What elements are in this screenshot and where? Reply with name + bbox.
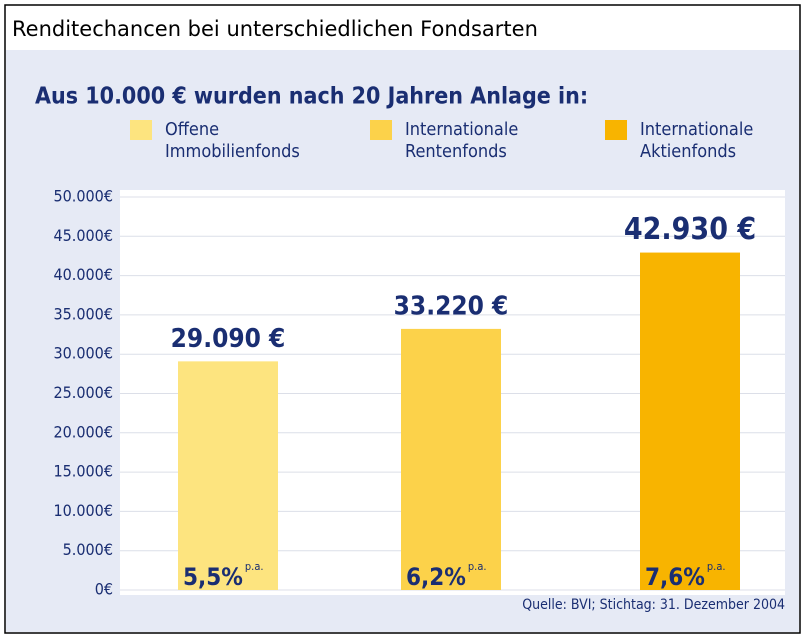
bar — [640, 252, 740, 591]
chart-title: Aus 10.000 € wurden nach 20 Jahren Anlag… — [35, 84, 588, 110]
legend-label: Internationale Aktienfonds — [640, 119, 753, 162]
legend-label: Offene Immobilienfonds — [165, 119, 300, 162]
legend-line: Aktienfonds — [640, 141, 736, 162]
legend-label: Internationale Rentenfonds — [405, 119, 518, 162]
value-label: 42.930 € — [624, 212, 756, 247]
legend-swatch — [130, 120, 152, 140]
y-tick-label: 10.000€ — [53, 501, 113, 520]
rate-label: 7,6% — [645, 563, 705, 591]
y-tick-label: 25.000€ — [53, 383, 113, 402]
y-tick-label: 45.000€ — [53, 226, 113, 245]
rate-unit: p.a. — [468, 560, 487, 573]
page-title: Renditechancen bei unterschiedlichen Fon… — [12, 17, 538, 41]
source: Quelle: BVI; Stichtag: 31. Dezember 2004 — [522, 597, 785, 613]
value-label: 33.220 € — [394, 291, 509, 321]
legend-swatch — [605, 120, 627, 140]
rate-unit: p.a. — [707, 560, 726, 573]
bar — [401, 328, 501, 590]
legend-line: Internationale — [640, 119, 753, 140]
y-tick-label: 40.000€ — [53, 265, 113, 284]
y-tick-label: 5.000€ — [63, 540, 113, 559]
y-tick-label: 35.000€ — [53, 304, 113, 323]
legend-line: Immobilienfonds — [165, 141, 300, 162]
value-label: 29.090 € — [171, 324, 286, 354]
rate-label: 6,2% — [406, 563, 466, 591]
y-tick-label: 30.000€ — [53, 344, 113, 363]
y-tick-label: 15.000€ — [53, 462, 113, 481]
y-tick-label: 50.000€ — [53, 187, 113, 206]
legend-line: Internationale — [405, 119, 518, 140]
y-tick-label: 0€ — [95, 580, 113, 599]
y-tick-label: 20.000€ — [53, 422, 113, 441]
legend-line: Rentenfonds — [405, 141, 507, 162]
rate-label: 5,5% — [183, 563, 243, 591]
legend-swatch — [370, 120, 392, 140]
bar — [178, 361, 278, 590]
rate-unit: p.a. — [245, 560, 264, 573]
legend-line: Offene — [165, 119, 219, 140]
